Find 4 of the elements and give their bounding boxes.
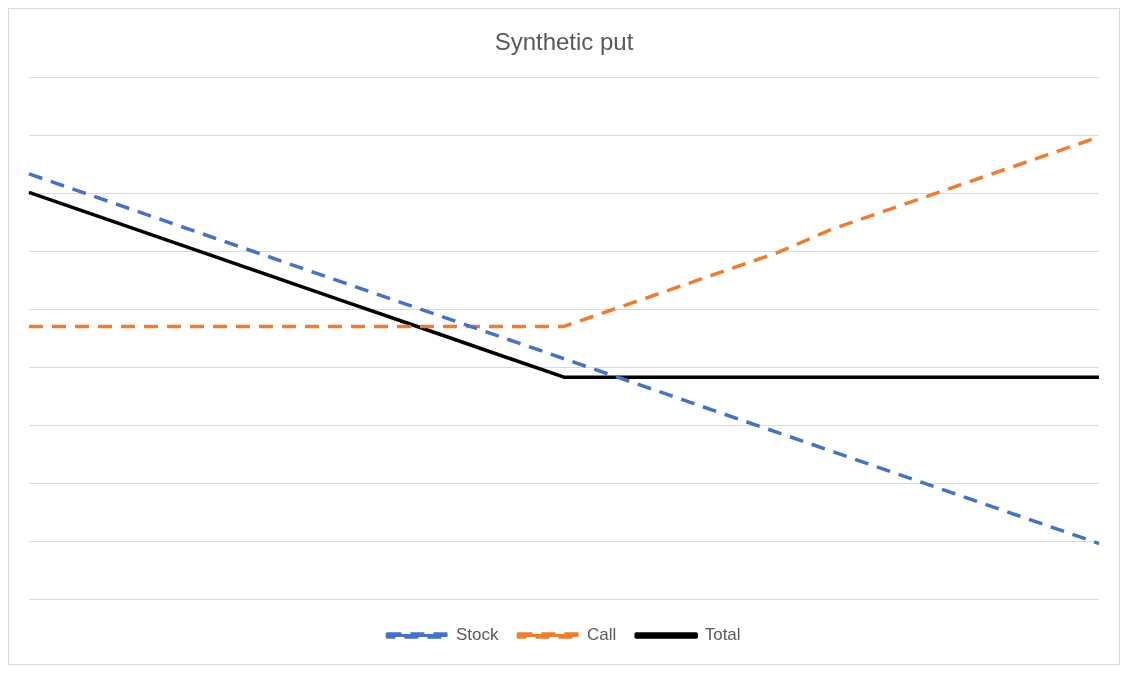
chart-title: Synthetic put <box>494 28 634 56</box>
legend-label: Call <box>586 625 617 645</box>
legend-label: Total <box>704 625 741 645</box>
legend-label: Stock <box>455 625 499 645</box>
